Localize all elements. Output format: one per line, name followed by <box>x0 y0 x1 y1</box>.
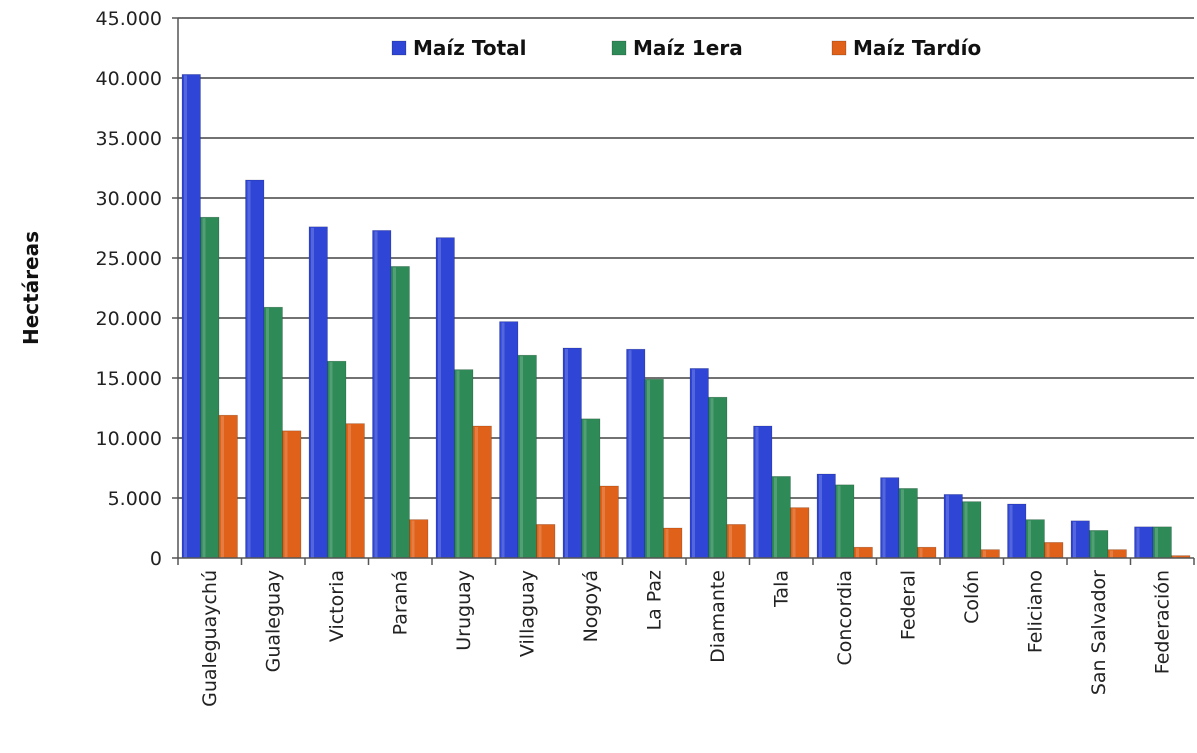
y-tick-label: 40.000 <box>96 68 162 90</box>
x-category-label: Paraná <box>389 570 411 635</box>
bar-highlight <box>329 362 333 558</box>
x-category-label: San Salvador <box>1088 570 1110 695</box>
x-category-label: Colón <box>961 570 983 624</box>
bar-highlight <box>692 369 695 558</box>
bar-highlight <box>266 308 269 558</box>
y-tick-label: 0 <box>150 548 162 570</box>
y-tick-label: 5.000 <box>108 488 162 510</box>
bar-highlight <box>520 356 523 558</box>
legend-label: Maíz 1era <box>633 36 743 60</box>
bar-highlight <box>792 508 796 558</box>
x-category-label: Gualeguaychú <box>199 570 221 707</box>
bar-highlight <box>501 322 505 558</box>
x-category-label: Feliciano <box>1024 570 1046 653</box>
bar-highlight <box>1073 521 1076 558</box>
y-tick-label: 10.000 <box>96 428 162 450</box>
bar-highlight <box>819 475 822 558</box>
bar-highlight <box>1009 505 1013 558</box>
bar-highlight <box>774 477 777 558</box>
bar-highlight <box>475 427 478 558</box>
x-category-label: Concordia <box>834 570 856 665</box>
bar-highlight <box>393 267 396 558</box>
bar-highlight <box>1091 531 1095 558</box>
bar-highlight <box>1046 543 1050 558</box>
bar-highlight <box>1136 527 1140 558</box>
bar-highlight <box>202 218 206 558</box>
bar-highlight <box>946 495 949 558</box>
bar-highlight <box>583 419 587 558</box>
bar-highlight <box>247 181 251 558</box>
x-category-label: Nogoyá <box>580 570 602 642</box>
bar-highlight <box>983 550 986 558</box>
x-category-label: Federación <box>1151 570 1173 674</box>
legend-swatch <box>831 40 847 56</box>
bar-highlight <box>602 487 605 558</box>
bars <box>181 74 1191 559</box>
bar-highlight <box>311 227 314 559</box>
bar-highlight <box>964 502 968 558</box>
bar-highlight <box>284 431 288 558</box>
y-axis-ticks: 0 5.000 10.000 15.000 20.000 25.000 30.000 35.0… <box>96 8 178 570</box>
bar-highlight <box>882 478 886 558</box>
bar-highlight <box>411 520 415 558</box>
bar-highlight <box>221 416 224 558</box>
bar-highlight <box>919 548 923 558</box>
bar-highlight <box>837 485 841 558</box>
x-category-label: Gualeguay <box>262 570 284 672</box>
bar-highlight <box>901 489 904 558</box>
bar-highlight <box>374 231 378 558</box>
legend-label: Maíz Total <box>413 36 527 60</box>
legend: Maíz Total Maíz 1era Maíz Tardío <box>391 36 981 60</box>
bar-highlight <box>565 349 568 558</box>
y-tick-label: 45.000 <box>96 8 162 30</box>
bar-highlight <box>856 548 859 558</box>
y-tick-label: 15.000 <box>96 368 162 390</box>
x-category-label: Federal <box>897 570 919 640</box>
bar-highlight <box>1155 527 1158 558</box>
bar-highlight <box>729 525 732 558</box>
bar-highlight <box>1028 520 1031 558</box>
y-tick-label: 20.000 <box>96 308 162 330</box>
legend-swatch <box>391 40 407 56</box>
x-category-label: Villaguay <box>516 570 538 657</box>
y-tick-label: 30.000 <box>96 188 162 210</box>
x-category-label: Tala <box>770 570 792 608</box>
bar-highlight <box>710 398 714 558</box>
x-category-label: Uruguay <box>453 570 475 651</box>
y-axis-title: Hectáreas <box>19 231 43 345</box>
x-axis-ticks: Gualeguaychú Gualeguay Victoria Paraná Urugu… <box>177 558 1195 707</box>
x-category-label: La Paz <box>643 570 665 631</box>
y-tick-label: 25.000 <box>96 248 162 270</box>
bar-highlight <box>456 370 460 558</box>
bar-highlight <box>665 529 669 558</box>
bar-highlight <box>628 350 632 558</box>
bar-highlight <box>1110 550 1113 558</box>
legend-swatch <box>611 40 627 56</box>
bar-highlight <box>184 75 187 559</box>
bar-highlight <box>538 525 542 558</box>
bar-highlight <box>647 380 650 558</box>
bar-highlight <box>348 424 351 558</box>
bar-highlight <box>755 427 759 558</box>
legend-label: Maíz Tardío <box>853 36 981 60</box>
x-category-label: Victoria <box>326 570 348 642</box>
y-tick-label: 35.000 <box>96 128 162 150</box>
x-category-label: Diamante <box>707 570 729 663</box>
bar-highlight <box>438 238 441 558</box>
